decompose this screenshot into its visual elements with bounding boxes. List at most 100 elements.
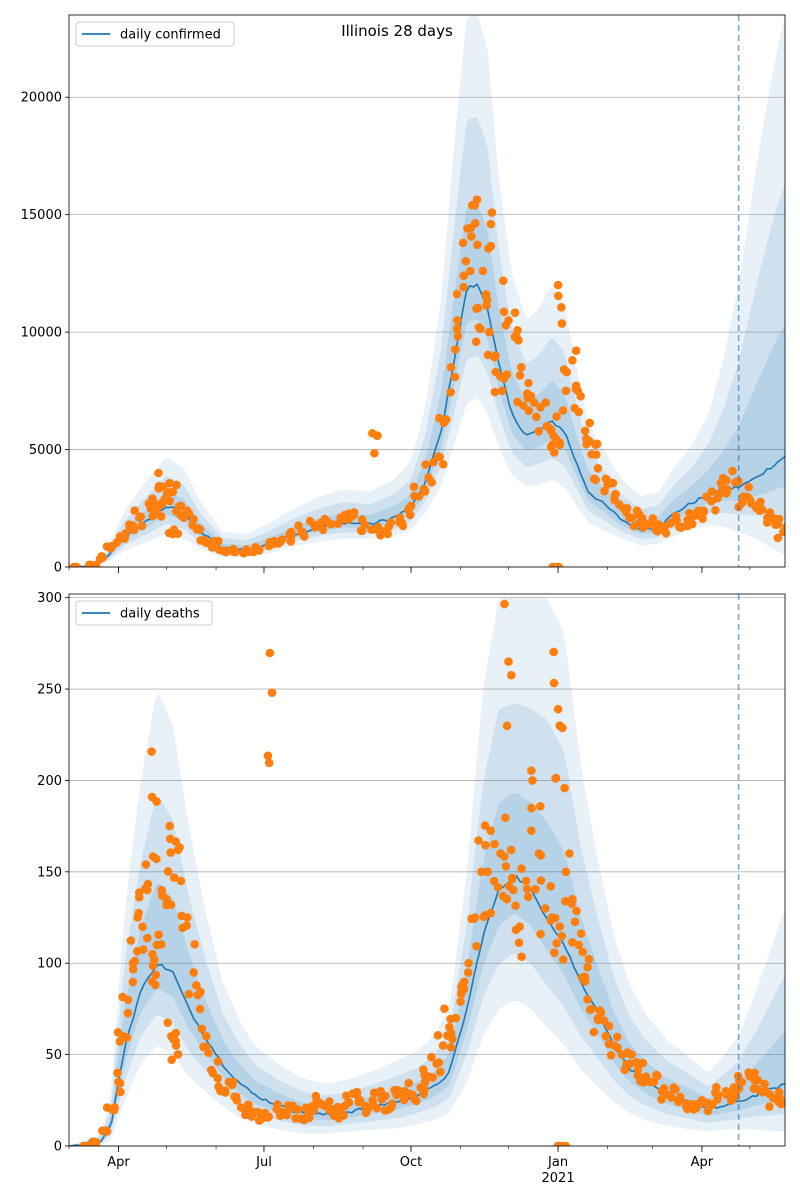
deaths-point bbox=[639, 1078, 648, 1087]
confirmed-axes-frame bbox=[68, 14, 786, 568]
confirmed-point bbox=[435, 413, 444, 423]
confirmed-point bbox=[472, 195, 482, 204]
figure-title: Illinois 28 days bbox=[341, 22, 453, 40]
confirmed-point bbox=[661, 529, 671, 538]
deaths-point bbox=[315, 1099, 324, 1109]
confirmed-point bbox=[524, 406, 534, 416]
y-tick-label: 10000 bbox=[21, 326, 62, 341]
deaths-point bbox=[703, 1106, 713, 1116]
deaths-point bbox=[528, 776, 537, 785]
deaths-point bbox=[489, 876, 499, 886]
deaths-point bbox=[420, 1071, 430, 1080]
confirmed-point bbox=[707, 487, 717, 496]
confirmed-point bbox=[734, 477, 743, 486]
deaths-point bbox=[173, 1050, 183, 1059]
confirmed-point bbox=[148, 511, 157, 521]
deaths-point bbox=[477, 867, 486, 877]
confirmed-point bbox=[571, 346, 581, 356]
confirmed-point bbox=[745, 495, 755, 505]
deaths-point bbox=[595, 1006, 605, 1015]
deaths-point bbox=[433, 1031, 443, 1040]
confirmed-point bbox=[546, 426, 556, 436]
deaths-point bbox=[666, 1093, 676, 1102]
confirmed-point bbox=[615, 500, 624, 509]
confirmed-point bbox=[453, 332, 463, 341]
deaths-point bbox=[583, 962, 592, 972]
confirmed-point bbox=[427, 478, 437, 487]
deaths-point bbox=[202, 1032, 211, 1041]
confirmed-point bbox=[639, 518, 648, 527]
confirmed-point bbox=[368, 429, 377, 438]
confirmed-point bbox=[484, 244, 493, 253]
deaths-point bbox=[102, 1103, 112, 1112]
deaths-point bbox=[502, 721, 512, 731]
confirmed-point bbox=[85, 560, 94, 567]
deaths-point bbox=[372, 1103, 382, 1113]
confirmed-point bbox=[174, 502, 184, 511]
deaths-point bbox=[527, 803, 536, 813]
deaths-point bbox=[527, 766, 536, 775]
deaths-point bbox=[436, 1067, 445, 1077]
deaths-point bbox=[213, 1057, 223, 1066]
deaths-point bbox=[446, 1043, 456, 1052]
deaths-point bbox=[169, 873, 179, 882]
deaths-point bbox=[585, 1005, 595, 1014]
confirmed-point bbox=[499, 276, 508, 286]
deaths-point bbox=[157, 891, 167, 900]
deaths-point bbox=[456, 989, 466, 999]
confirmed-point bbox=[410, 491, 419, 501]
deaths-point bbox=[536, 851, 546, 860]
confirmed-point bbox=[106, 544, 116, 553]
confirmed-point bbox=[286, 527, 296, 537]
deaths-point bbox=[559, 955, 568, 964]
deaths-point bbox=[549, 647, 558, 657]
confirmed-point bbox=[487, 208, 497, 217]
confirmed-point bbox=[357, 515, 367, 524]
confirmed-point bbox=[458, 238, 468, 248]
deaths-point bbox=[380, 1106, 390, 1115]
confirmed-point bbox=[721, 489, 731, 498]
confirmed-point bbox=[165, 478, 174, 488]
confirmed-point bbox=[481, 290, 491, 299]
deaths-point bbox=[325, 1097, 334, 1106]
confirmed-point bbox=[173, 529, 183, 538]
deaths-point bbox=[178, 923, 187, 933]
deaths-point bbox=[434, 1058, 444, 1067]
confirmed-point bbox=[589, 474, 599, 484]
y-tick-label: 5000 bbox=[29, 443, 62, 458]
confirmed-point bbox=[499, 307, 509, 317]
deaths-point bbox=[753, 1075, 763, 1085]
deaths-point bbox=[749, 1084, 759, 1093]
deaths-point bbox=[490, 839, 499, 849]
confirmed-point bbox=[137, 521, 147, 531]
confirmed-point bbox=[728, 466, 737, 476]
confirmed-point bbox=[608, 478, 618, 488]
confirmed-point bbox=[765, 508, 775, 517]
confirmed-point bbox=[483, 350, 493, 360]
deaths-point bbox=[517, 864, 526, 873]
deaths-point bbox=[553, 1141, 563, 1146]
confirmed-point bbox=[239, 548, 248, 558]
confirmed-point bbox=[149, 498, 159, 508]
deaths-point bbox=[130, 956, 140, 966]
deaths-point bbox=[527, 826, 536, 835]
confirmed-interval-band-3 bbox=[69, 204, 785, 567]
confirmed-point bbox=[570, 403, 579, 413]
confirmed-point bbox=[128, 521, 138, 530]
deaths-point bbox=[659, 1084, 669, 1093]
confirmed-point bbox=[491, 351, 500, 360]
confirmed-point bbox=[453, 316, 462, 325]
deaths-point bbox=[128, 977, 138, 987]
confirmed-point bbox=[270, 536, 279, 546]
confirmed-point bbox=[231, 547, 240, 556]
deaths-point bbox=[355, 1095, 365, 1105]
deaths-point bbox=[147, 747, 156, 756]
deaths-point bbox=[122, 1033, 132, 1042]
deaths-point bbox=[552, 939, 561, 948]
deaths-point bbox=[671, 1085, 680, 1094]
deaths-point bbox=[393, 1086, 403, 1095]
confirmed-point bbox=[196, 536, 205, 545]
confirmed-point bbox=[550, 448, 559, 457]
deaths-point bbox=[613, 1043, 622, 1052]
deaths-point bbox=[166, 900, 176, 909]
